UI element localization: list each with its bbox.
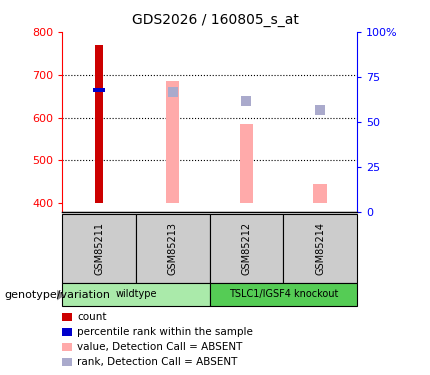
Text: GDS2026 / 160805_s_at: GDS2026 / 160805_s_at [132, 13, 298, 27]
Text: rank, Detection Call = ABSENT: rank, Detection Call = ABSENT [77, 357, 237, 367]
Text: percentile rank within the sample: percentile rank within the sample [77, 327, 253, 337]
Bar [209, 214, 283, 283]
Point [243, 98, 250, 104]
Bar [240, 124, 253, 203]
Bar [62, 283, 209, 306]
Text: genotype/variation: genotype/variation [4, 290, 111, 300]
Bar [93, 88, 105, 92]
Point [316, 107, 323, 113]
Text: GSM85212: GSM85212 [241, 222, 252, 275]
Text: TSLC1/IGSF4 knockout: TSLC1/IGSF4 knockout [229, 290, 338, 299]
Text: count: count [77, 312, 107, 322]
Point [169, 89, 176, 95]
Text: wildtype: wildtype [115, 290, 157, 299]
Bar [313, 184, 327, 203]
Text: GSM85211: GSM85211 [94, 222, 104, 275]
Text: GSM85213: GSM85213 [168, 222, 178, 275]
Bar [209, 283, 357, 306]
Bar [166, 81, 179, 203]
Text: GSM85214: GSM85214 [315, 222, 325, 275]
Bar [283, 214, 357, 283]
Bar [136, 214, 209, 283]
Polygon shape [57, 290, 65, 300]
Text: value, Detection Call = ABSENT: value, Detection Call = ABSENT [77, 342, 243, 352]
Bar [62, 214, 136, 283]
Bar [95, 45, 103, 203]
